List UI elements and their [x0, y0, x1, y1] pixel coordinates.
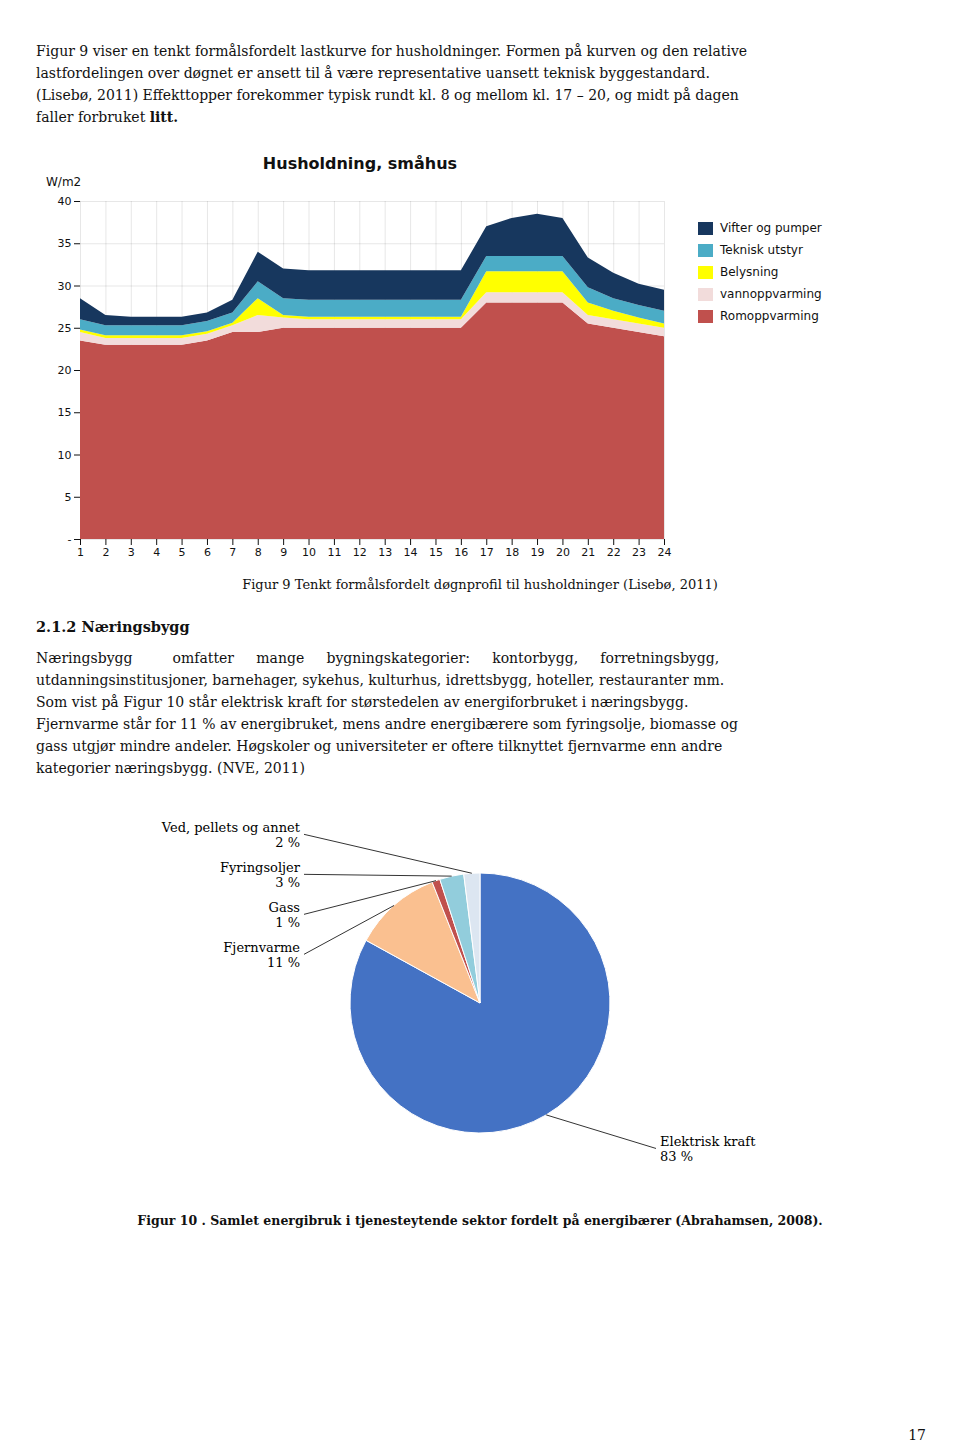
svg-text:20: 20 [58, 364, 72, 377]
svg-text:Gass1 %: Gass1 % [269, 900, 300, 931]
html-text:gass utgjør mindre andeler. Hø: gass utgjør mindre andeler. Høgskoler og… [36, 738, 723, 754]
svg-text:1: 1 [77, 546, 84, 559]
html-text:Belysning: Belysning [720, 265, 779, 279]
svg-text:10: 10 [58, 449, 72, 462]
svg-text:14: 14 [404, 546, 418, 559]
svg-text:Fjernvarme11 %: Fjernvarme11 % [223, 940, 300, 971]
svg-text:13: 13 [378, 546, 392, 559]
svg-text:18: 18 [505, 546, 519, 559]
html-text:Figur 9 viser en tenkt formåls: Figur 9 viser en tenkt formålsfordelt la… [36, 43, 748, 59]
html-text:Figur 10 . Samlet energibruk i: Figur 10 . Samlet energibruk i tjenestey… [137, 1213, 823, 1228]
html-text:Husholdning, småhus: Husholdning, småhus [262, 154, 458, 173]
svg-text:17: 17 [480, 546, 494, 559]
svg-text:20: 20 [556, 546, 570, 559]
svg-text:21: 21 [581, 546, 595, 559]
html-text:lastfordelingen over døgnet er: lastfordelingen over døgnet er ansett ti… [36, 65, 710, 81]
svg-text:9: 9 [280, 546, 287, 559]
svg-text:3: 3 [128, 546, 135, 559]
svg-text:15: 15 [58, 406, 72, 419]
svg-text:16: 16 [454, 546, 468, 559]
svg-text:30: 30 [58, 280, 72, 293]
svg-text:10: 10 [302, 546, 316, 559]
html-text:vannoppvarming: vannoppvarming [720, 287, 822, 301]
svg-text:11: 11 [327, 546, 341, 559]
svg-text:23: 23 [632, 546, 646, 559]
html-text:Som vist på Figur 10 står elek: Som vist på Figur 10 står elektrisk kraf… [36, 694, 689, 710]
html-text:kategorier næringsbygg. (NVE,: kategorier næringsbygg. (NVE, 2011) [36, 760, 305, 776]
svg-text:7: 7 [229, 546, 236, 559]
svg-text:12: 12 [353, 546, 367, 559]
svg-text:15: 15 [429, 546, 443, 559]
html-text:faller forbruket litt.: faller forbruket litt. [36, 109, 179, 125]
svg-text:Elektrisk kraft83 %: Elektrisk kraft83 % [660, 1134, 756, 1165]
svg-text:24: 24 [658, 546, 672, 559]
html-text:utdanningsinstitusjoner, barne: utdanningsinstitusjoner, barnehager, syk… [36, 672, 725, 688]
html-text:W/m2: W/m2 [46, 175, 82, 189]
svg-text:5: 5 [65, 491, 72, 504]
html-text:Næringsbygg omfatter mange byg: Næringsbygg omfatter mange bygningskateg… [36, 650, 720, 666]
html-text:2.1.2 Næringsbygg: 2.1.2 Næringsbygg [36, 618, 190, 635]
svg-text:5: 5 [179, 546, 186, 559]
svg-text:4: 4 [153, 546, 160, 559]
svg-text:6: 6 [204, 546, 211, 559]
svg-text:19: 19 [531, 546, 545, 559]
svg-text:22: 22 [607, 546, 621, 559]
html-text:Teknisk utstyr: Teknisk utstyr [720, 243, 803, 257]
html-text:Figur 9 Tenkt formålsfordelt d: Figur 9 Tenkt formålsfordelt døgnprofil … [242, 577, 718, 592]
svg-text:2: 2 [102, 546, 109, 559]
html-text:17: 17 [908, 1427, 926, 1443]
svg-text:Ved, pellets og annet2 %: Ved, pellets og annet2 % [161, 820, 301, 851]
html-text:Fjernvarme står for 11 % av en: Fjernvarme står for 11 % av energibruket… [36, 716, 738, 732]
html-text:Vifter og pumper: Vifter og pumper [720, 221, 822, 235]
svg-text:35: 35 [58, 237, 72, 250]
svg-text:8: 8 [255, 546, 262, 559]
svg-text:25: 25 [58, 322, 72, 335]
html-text:(Lisebø, 2011) Effekttopper fo: (Lisebø, 2011) Effekttopper forekommer t… [36, 87, 739, 103]
svg-text:-: - [68, 533, 72, 546]
svg-text:40: 40 [58, 195, 72, 208]
html-text:Romoppvarming: Romoppvarming [720, 309, 819, 323]
svg-text:Fyringsoljer3 %: Fyringsoljer3 % [220, 860, 301, 891]
